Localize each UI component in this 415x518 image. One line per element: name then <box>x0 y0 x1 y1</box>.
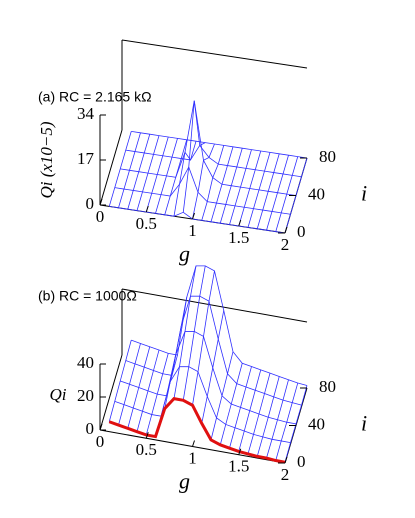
x-tick-label: 2 <box>281 235 290 254</box>
mesh-column <box>118 132 141 208</box>
x-tick <box>284 226 288 234</box>
mesh-column <box>164 297 188 409</box>
mesh-column <box>210 351 234 440</box>
mesh-row <box>125 144 302 178</box>
mesh-column <box>238 369 262 452</box>
mesh-row <box>114 366 291 443</box>
mesh-column <box>256 376 280 457</box>
mesh-column <box>210 146 234 222</box>
mesh-column <box>247 152 271 228</box>
mesh-row <box>131 265 308 386</box>
mesh-column <box>127 346 151 429</box>
mesh-column <box>127 134 151 210</box>
x-tick-label: 1.5 <box>228 457 249 476</box>
z-tick-label: 20 <box>77 386 94 405</box>
mesh-column <box>266 379 289 459</box>
x-tick <box>238 448 242 455</box>
mesh-column <box>229 149 252 225</box>
mesh-row <box>120 100 297 196</box>
mesh-column <box>173 265 197 399</box>
x-tick-label: 0.5 <box>136 214 157 233</box>
x-tick <box>192 212 195 220</box>
x-tick-label: 2 <box>281 465 290 484</box>
mesh-column <box>219 363 243 445</box>
mesh-column <box>108 131 132 207</box>
line-series <box>108 397 286 464</box>
mesh-column <box>275 382 299 461</box>
mesh-column <box>118 343 141 426</box>
mesh-column <box>266 155 289 231</box>
mesh-row <box>120 331 297 425</box>
x-tick <box>238 219 242 227</box>
x-tick <box>99 198 103 206</box>
x-tick <box>145 205 149 213</box>
x-tick-label: 0 <box>96 432 105 451</box>
y-tick-label: 80 <box>319 147 336 166</box>
x-tick-label: 1 <box>188 448 197 467</box>
axis-line <box>121 288 308 323</box>
mesh-column <box>201 310 225 424</box>
x-tick-label: 1.5 <box>228 228 249 247</box>
y-tick-label: 0 <box>297 222 306 241</box>
x-tick-label: 0.5 <box>136 440 157 459</box>
mesh-row <box>125 295 302 406</box>
axis-line <box>121 39 308 69</box>
x-axis-label: g <box>179 241 190 266</box>
panel-title: (b) RC = 1000Ω <box>38 288 137 304</box>
mesh-column <box>256 153 280 229</box>
mesh-column <box>275 156 299 232</box>
mesh-column <box>108 340 132 422</box>
z-axis-label: Qi (x10−5) <box>37 121 56 198</box>
mesh-column <box>145 136 169 213</box>
panel-title: (a) RC = 2.165 kΩ <box>38 89 152 105</box>
mesh-row <box>114 166 291 215</box>
mesh-column <box>247 373 271 455</box>
x-tick <box>145 432 149 439</box>
axis-line <box>99 129 123 206</box>
mesh-column <box>182 265 206 401</box>
mesh-column <box>136 135 160 211</box>
y-tick-label: 0 <box>297 452 306 471</box>
y-tick-label: 80 <box>319 377 336 396</box>
y-axis-label: i <box>361 411 367 436</box>
mesh-column <box>284 385 308 463</box>
mesh-column <box>201 145 225 221</box>
z-axis-label: Qi <box>50 385 67 404</box>
mesh-column <box>145 353 169 436</box>
x-tick <box>284 456 288 464</box>
mesh-column <box>229 366 252 449</box>
mesh-column <box>182 100 206 213</box>
z-tick-label: 40 <box>77 353 94 372</box>
z-tick-label: 17 <box>77 149 95 168</box>
x-tick <box>99 423 103 431</box>
x-tick-label: 1 <box>188 221 197 240</box>
mesh-column <box>219 148 243 224</box>
x-axis-label: g <box>179 469 190 494</box>
y-axis-label: i <box>361 181 367 206</box>
mesh-column <box>238 150 262 227</box>
mesh-row <box>131 131 308 159</box>
z-tick-label: 34 <box>77 104 95 123</box>
mesh-column <box>173 141 197 217</box>
mesh-row <box>109 206 286 234</box>
x-tick <box>192 440 195 447</box>
z-tick-label: 0 <box>86 419 95 438</box>
mesh-column <box>192 270 215 406</box>
z-tick-label: 0 <box>86 194 95 213</box>
mesh-column <box>192 143 215 220</box>
axis-line <box>99 354 123 431</box>
mesh-column <box>155 138 178 214</box>
y-tick-label: 40 <box>308 184 325 203</box>
x-tick-label: 0 <box>96 207 105 226</box>
y-tick-label: 40 <box>308 414 325 433</box>
mesh-column <box>164 139 188 215</box>
mesh-column <box>136 349 160 432</box>
